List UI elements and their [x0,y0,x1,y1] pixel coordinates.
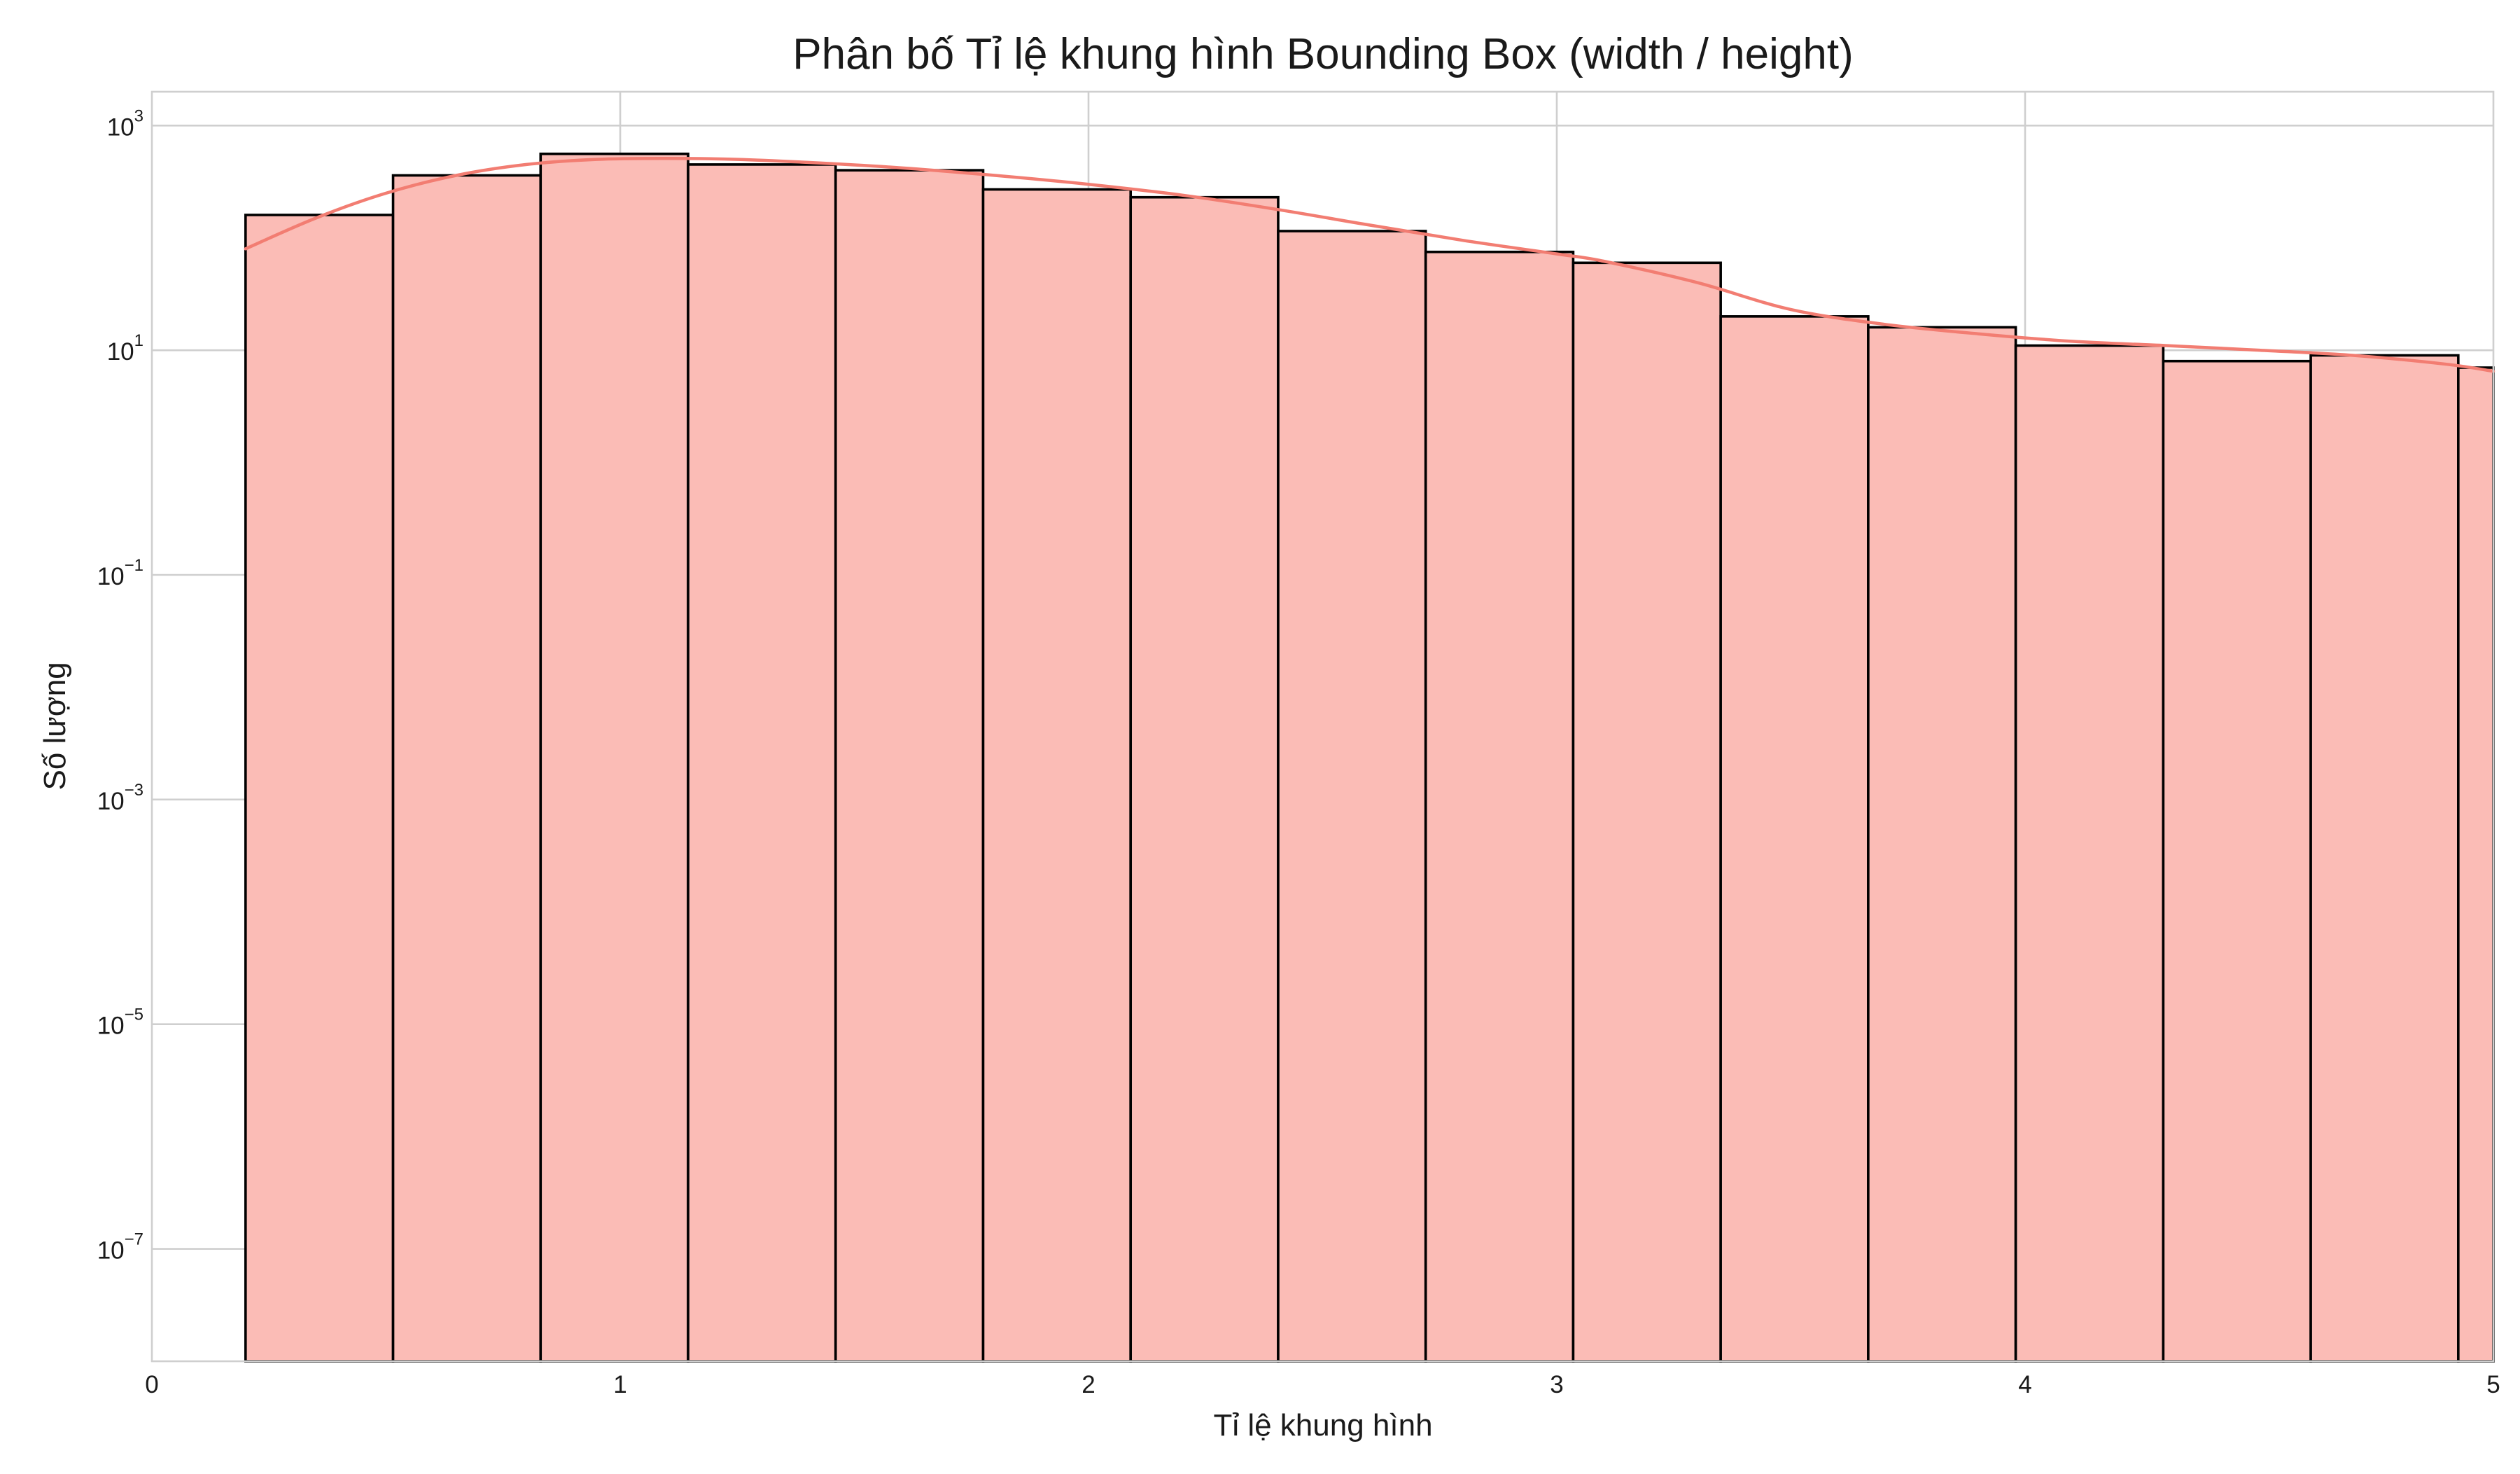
histogram-bar [1719,315,1870,1363]
y-tick-label: 101 [107,331,144,366]
y-tick-label: 10−7 [97,1230,144,1265]
x-tick-label: 5 [2486,1371,2500,1398]
histogram-bar [1277,230,1427,1363]
x-tick-label: 3 [1550,1371,1563,1398]
x-tick-label: 4 [2018,1371,2031,1398]
histogram-bar [539,152,690,1363]
x-tick-label: 2 [1082,1371,1095,1398]
histogram-bar [244,214,395,1363]
chart-title: Phân bố Tỉ lệ khung hình Bounding Box (w… [792,30,1853,78]
y-tick-label: 10−3 [97,781,144,815]
y-tick-labels: 103 101 10−1 10−3 10−5 10−7 [97,106,144,1264]
histogram-bar [1424,250,1575,1363]
y-tick-label: 103 [107,106,144,141]
bar-layer [244,152,2495,1363]
histogram-bar [687,163,837,1363]
histogram-bar [2457,366,2495,1363]
y-axis-label: Số lượng [38,662,72,790]
plot-frame [150,90,2495,1363]
histogram-bar [391,174,542,1363]
x-axis-label: Tỉ lệ khung hình [1213,1408,1432,1442]
x-tick-label: 0 [145,1371,158,1398]
histogram-bar [1572,261,1722,1363]
kde-curve [244,156,2496,373]
y-tick-label: 10−5 [97,1006,144,1040]
histogram-bar [981,188,1133,1363]
histogram-bar [2162,359,2312,1363]
histogram-bar [1129,195,1280,1363]
histogram-bar [2309,354,2460,1363]
kde-layer [244,156,2496,373]
x-tick-label: 1 [613,1371,626,1398]
x-tick-labels: 0 1 2 3 4 5 [145,1371,2500,1398]
y-tick-label: 10−1 [97,556,144,590]
histogram-bar [834,169,985,1363]
histogram-bar [1867,326,2017,1363]
histogram-bar [2014,344,2165,1363]
